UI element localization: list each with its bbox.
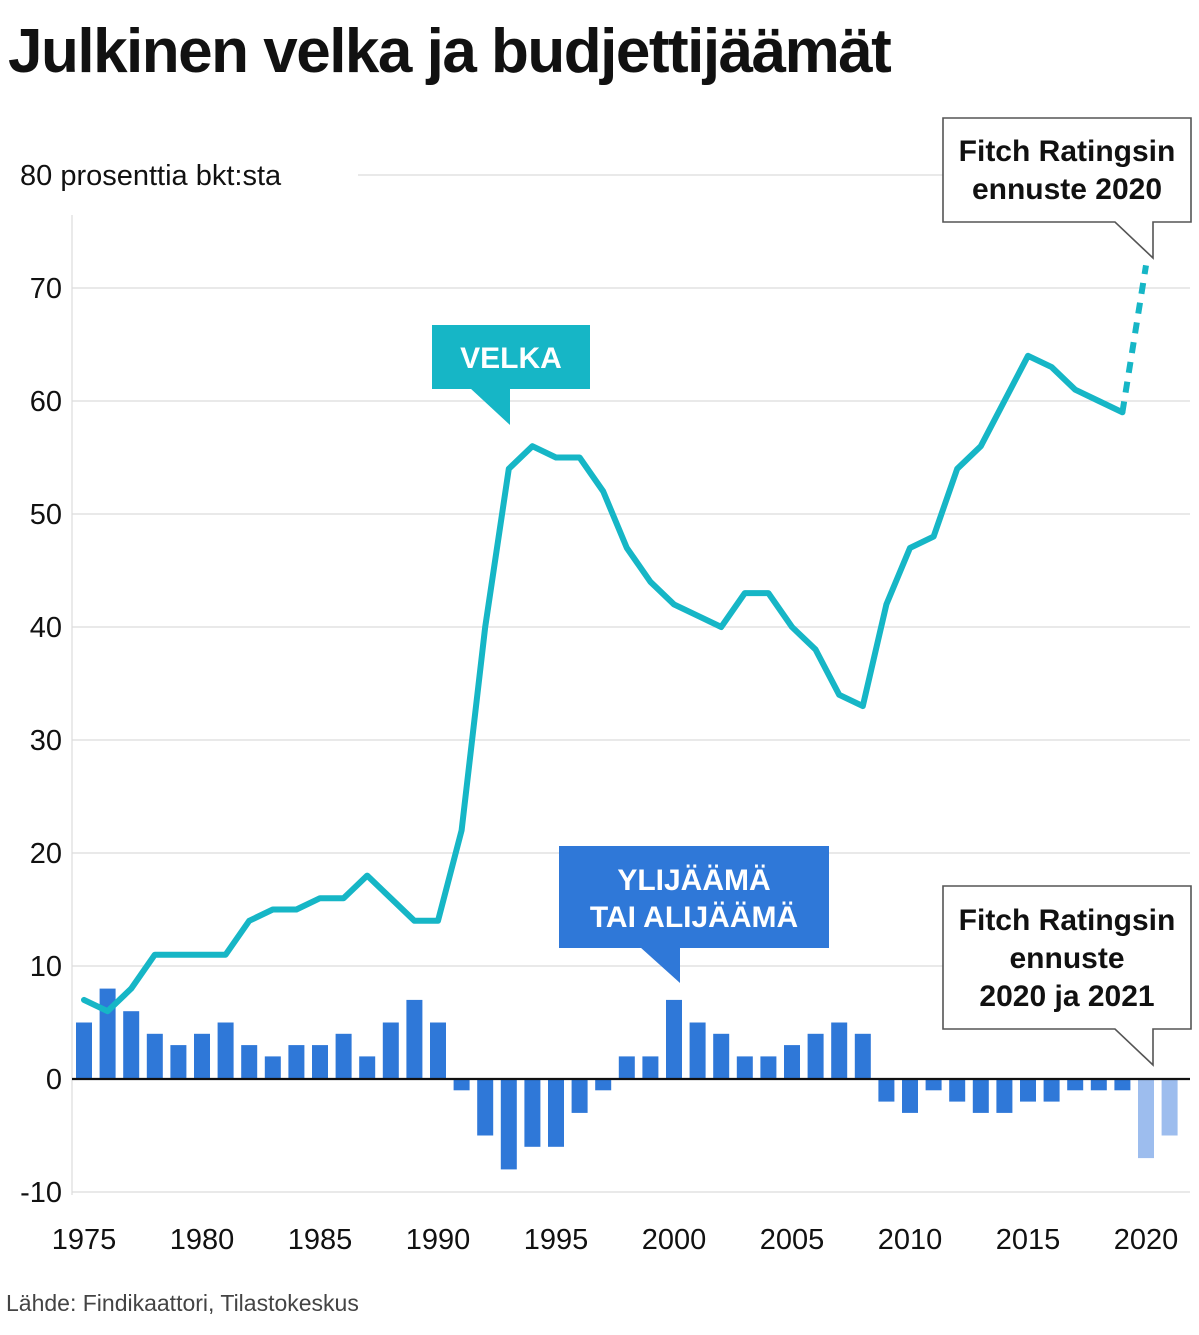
x-tick-label: 1980 bbox=[170, 1224, 235, 1256]
balance-bar-2015 bbox=[1020, 1079, 1036, 1102]
debt-label: VELKA bbox=[432, 325, 590, 425]
balance-bar-2019 bbox=[1114, 1079, 1131, 1091]
balance-forecast-note-line: Fitch Ratingsin bbox=[959, 904, 1176, 937]
balance-bar-1992 bbox=[477, 1079, 494, 1136]
x-tick-labels: 1975 1980 1985 1990 1995 2000 2005 2010 2015 2020 bbox=[52, 1224, 1179, 1256]
balance-bar-1983 bbox=[264, 1056, 281, 1079]
chart-title: Julkinen velka ja budjettijäämät bbox=[8, 17, 892, 86]
debt-line-series bbox=[81, 264, 1149, 1015]
balance-bar-1993 bbox=[500, 1079, 517, 1170]
balance-bar-1985 bbox=[312, 1045, 328, 1079]
balance-label-box bbox=[559, 846, 829, 948]
y-tick-label: 50 bbox=[30, 499, 62, 531]
balance-forecast-note-line: ennuste bbox=[1009, 942, 1124, 975]
x-tick-label: 2005 bbox=[760, 1224, 825, 1256]
balance-bar-1994 bbox=[524, 1079, 541, 1147]
balance-forecast-bar-2020 bbox=[1138, 1079, 1154, 1159]
x-tick-label: 2020 bbox=[1114, 1224, 1179, 1256]
balance-bar-2018 bbox=[1090, 1079, 1107, 1091]
balance-bar-2009 bbox=[878, 1079, 895, 1102]
balance-bar-1989 bbox=[406, 999, 423, 1079]
y-tick-label: 70 bbox=[30, 273, 62, 305]
balance-label-line: TAI ALIJÄÄMÄ bbox=[590, 901, 798, 934]
debt-label-box bbox=[432, 325, 590, 389]
balance-label-line: YLIJÄÄMÄ bbox=[617, 864, 770, 897]
x-tick-label: 2010 bbox=[878, 1224, 943, 1256]
balance-forecast-note: Fitch Ratingsin ennuste 2020 ja 2021 bbox=[942, 885, 1192, 1067]
balance-bar-2016 bbox=[1043, 1079, 1060, 1102]
source-note: Lähde: Findikaattori, Tilastokeskus bbox=[6, 1290, 359, 1316]
balance-bar-2011 bbox=[925, 1079, 942, 1091]
balance-bar-1996 bbox=[571, 1079, 588, 1113]
balance-bar-1986 bbox=[335, 1033, 352, 1079]
balance-bars bbox=[76, 988, 1131, 1170]
annotations: VELKA YLIJÄÄMÄ TAI ALIJÄÄMÄ Fitch Ratingsin… bbox=[432, 117, 1192, 1067]
balance-bar-1999 bbox=[642, 1056, 659, 1079]
x-tick-label: 1990 bbox=[406, 1224, 471, 1256]
balance-bar-1982 bbox=[241, 1045, 258, 1079]
balance-bar-2005 bbox=[784, 1045, 800, 1079]
balance-bar-2007 bbox=[831, 1022, 848, 1079]
balance-bar-1991 bbox=[453, 1079, 470, 1091]
y-tick-label: 10 bbox=[30, 951, 62, 983]
x-tick-label: 1975 bbox=[52, 1224, 117, 1256]
balance-bar-2010 bbox=[902, 1079, 918, 1113]
y-tick-label: 20 bbox=[30, 838, 62, 870]
balance-bar-1995 bbox=[548, 1079, 564, 1147]
y-tick-label: -10 bbox=[20, 1177, 62, 1209]
balance-forecast-note-box bbox=[942, 885, 1192, 1067]
balance-bar-1987 bbox=[359, 1056, 376, 1079]
y-tick-label: 30 bbox=[30, 725, 62, 757]
balance-bar-1981 bbox=[217, 1022, 234, 1079]
balance-bar-2017 bbox=[1067, 1079, 1084, 1091]
balance-forecast-bars bbox=[1138, 1079, 1178, 1159]
y-tick-label: 40 bbox=[30, 612, 62, 644]
balance-bar-1979 bbox=[170, 1045, 187, 1079]
balance-bar-2012 bbox=[949, 1079, 966, 1102]
balance-bar-2001 bbox=[689, 1022, 706, 1079]
debt-label-line: VELKA bbox=[460, 342, 562, 375]
balance-bar-1997 bbox=[595, 1079, 612, 1091]
balance-bar-1984 bbox=[288, 1045, 305, 1079]
balance-bar-1988 bbox=[382, 1022, 399, 1079]
debt-forecast-note-line: ennuste 2020 bbox=[972, 173, 1162, 206]
balance-bar-1990 bbox=[430, 1022, 446, 1079]
balance-bar-2004 bbox=[760, 1056, 777, 1079]
balance-bar-2006 bbox=[807, 1033, 824, 1079]
x-tick-label: 1985 bbox=[288, 1224, 353, 1256]
balance-bar-1978 bbox=[146, 1033, 163, 1079]
debt-forecast-line bbox=[1119, 264, 1149, 413]
balance-forecast-bar-2021 bbox=[1161, 1079, 1178, 1136]
debt-line bbox=[81, 352, 1126, 1015]
balance-forecast-note-line: 2020 ja 2021 bbox=[979, 980, 1154, 1013]
debt-forecast-note-line: Fitch Ratingsin bbox=[959, 135, 1176, 168]
balance-label-pointer bbox=[640, 947, 680, 983]
gridlines bbox=[72, 174, 1190, 1193]
x-tick-label: 2015 bbox=[996, 1224, 1061, 1256]
y-tick-labels: -10 0 10 20 30 40 50 60 70 bbox=[20, 273, 62, 1209]
y-axis-label: 80 prosenttia bkt:sta bbox=[20, 160, 282, 192]
debt-label-pointer bbox=[470, 388, 510, 425]
balance-bar-2014 bbox=[996, 1079, 1013, 1113]
balance-bar-2008 bbox=[854, 1033, 871, 1079]
balance-bar-2002 bbox=[713, 1033, 730, 1079]
balance-bar-2013 bbox=[972, 1079, 989, 1113]
balance-bar-1977 bbox=[123, 1011, 140, 1079]
balance-bar-2003 bbox=[736, 1056, 753, 1079]
balance-bar-2000 bbox=[666, 999, 682, 1079]
x-tick-label: 2000 bbox=[642, 1224, 707, 1256]
y-tick-label: 0 bbox=[46, 1064, 62, 1096]
balance-bar-1998 bbox=[618, 1056, 635, 1079]
balance-label: YLIJÄÄMÄ TAI ALIJÄÄMÄ bbox=[559, 846, 829, 983]
debt-forecast-note: Fitch Ratingsin ennuste 2020 bbox=[942, 117, 1192, 260]
y-tick-label: 60 bbox=[30, 386, 62, 418]
debt-forecast-note-box bbox=[942, 117, 1192, 260]
x-tick-label: 1995 bbox=[524, 1224, 589, 1256]
balance-bar-1980 bbox=[194, 1033, 210, 1079]
balance-bar-1975 bbox=[76, 1022, 92, 1079]
